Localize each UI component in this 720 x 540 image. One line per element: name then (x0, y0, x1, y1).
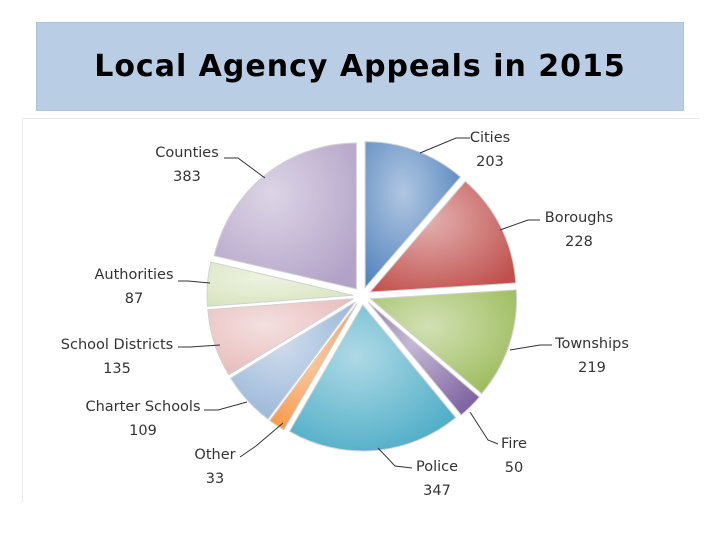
pie-slice-highlight-police (288, 304, 457, 452)
pie-slice-highlight-townships (369, 289, 518, 395)
pie-slice-highlight-authorities (206, 261, 354, 307)
slice-label-police: Police (416, 459, 458, 475)
leader-line-townships (509, 344, 552, 351)
leader-line-authorities (178, 280, 211, 284)
slice-label-authorities: Authorities (94, 267, 173, 283)
slice-value-counties: 383 (173, 169, 201, 185)
leader-line-charter-schools (204, 401, 248, 411)
leader-line-other (239, 422, 284, 458)
slice-value-boroughs: 228 (565, 234, 593, 250)
slice-value-charter-schools: 109 (129, 423, 157, 439)
leader-line-counties (224, 157, 266, 179)
slice-label-townships: Townships (554, 336, 629, 352)
leader-line-school-districts (178, 344, 221, 348)
pie-slice-highlight-school-districts (207, 298, 354, 376)
slice-label-fire: Fire (501, 436, 527, 452)
slice-value-other: 33 (206, 471, 224, 487)
slice-value-authorities: 87 (125, 291, 143, 307)
pie-slice-highlight-charter-schools (230, 301, 356, 420)
leader-line-boroughs (499, 219, 540, 231)
title-banner: Local Agency Appeals in 2015 (36, 22, 684, 111)
slice-value-police: 347 (423, 483, 451, 499)
slice-value-school-districts: 135 (103, 361, 131, 377)
chart-title: Local Agency Appeals in 2015 (94, 49, 626, 84)
pie-slice-highlight-cities (364, 141, 462, 289)
slice-label-charter-schools: Charter Schools (85, 399, 200, 415)
chart-area (22, 118, 700, 502)
slice-value-fire: 50 (505, 460, 523, 476)
pie-slice-highlight-other (269, 303, 358, 431)
pie-slices (206, 141, 518, 452)
leader-line-fire (469, 411, 499, 445)
slice-value-townships: 219 (578, 360, 606, 376)
slice-label-other: Other (194, 447, 235, 463)
leader-line-police (377, 447, 413, 469)
slice-label-cities: Cities (470, 130, 510, 146)
slice-labels: Cities 203 Boroughs 228 Townships 219 Fire 50 Po… (61, 130, 629, 499)
pie-slice-highlight-counties (213, 142, 357, 290)
slice-label-boroughs: Boroughs (545, 210, 613, 226)
slice-label-school-districts: School Districts (61, 337, 173, 353)
slice-value-cities: 203 (476, 154, 504, 170)
leader-lines (178, 137, 552, 469)
leader-line-cities (419, 137, 470, 154)
slice-label-counties: Counties (155, 145, 219, 161)
pie-slice-highlight-fire (367, 302, 481, 416)
pie-slice-highlight-boroughs (368, 180, 517, 293)
